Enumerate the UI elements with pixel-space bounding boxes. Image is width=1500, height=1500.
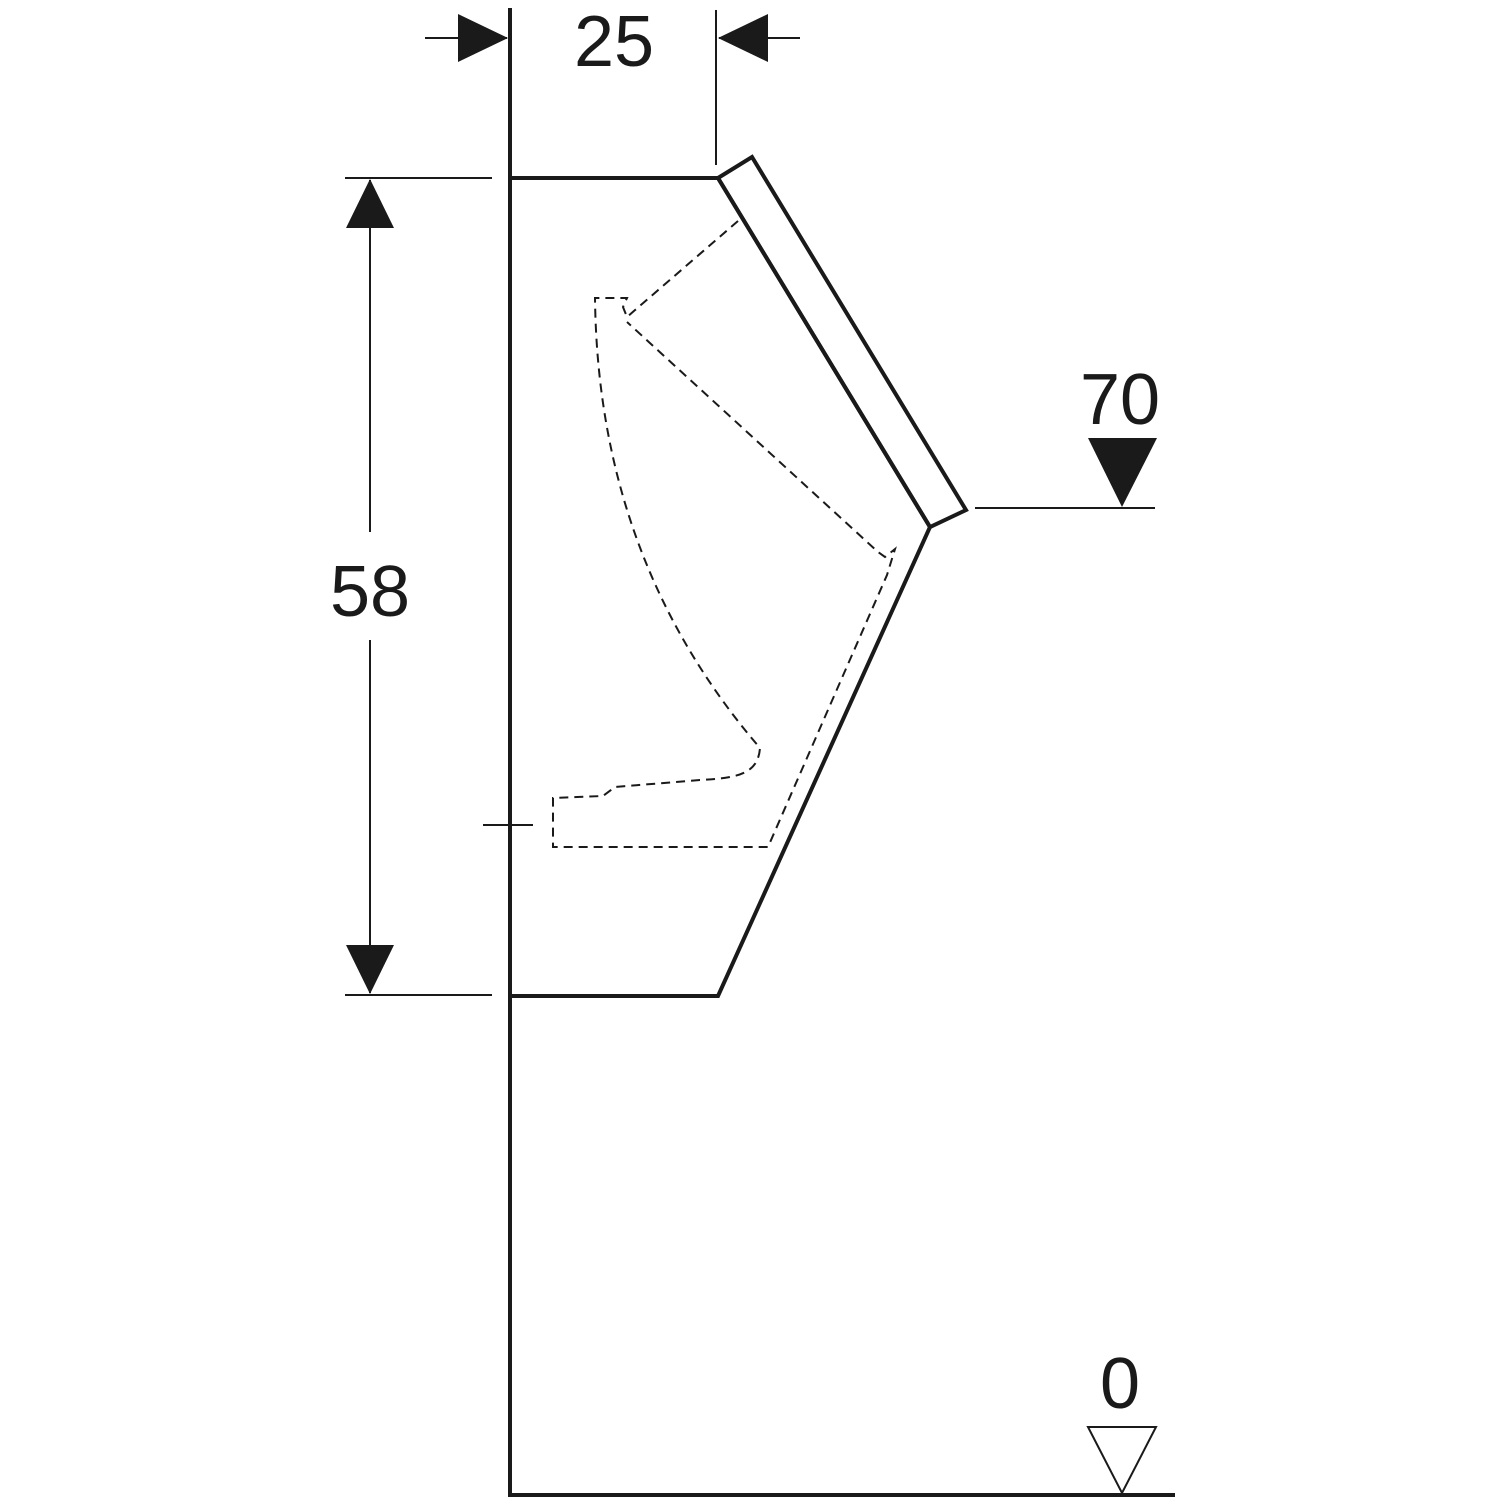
rim-level-marker: 70 (975, 360, 1160, 509)
level-triangle-open (1086, 1426, 1158, 1496)
height-dimension: 58 (330, 177, 492, 996)
hidden-bowl-outline (552, 220, 897, 848)
floor-level-marker: 0 (1086, 1344, 1158, 1496)
level-triangle-filled (1088, 438, 1157, 507)
floor-level-label: 0 (1100, 1344, 1140, 1424)
height-label: 58 (330, 552, 410, 632)
depth-label: 25 (574, 2, 654, 82)
depth-dimension: 25 (425, 2, 800, 165)
urinal-outline (510, 154, 969, 998)
rim-level-label: 70 (1080, 360, 1160, 440)
